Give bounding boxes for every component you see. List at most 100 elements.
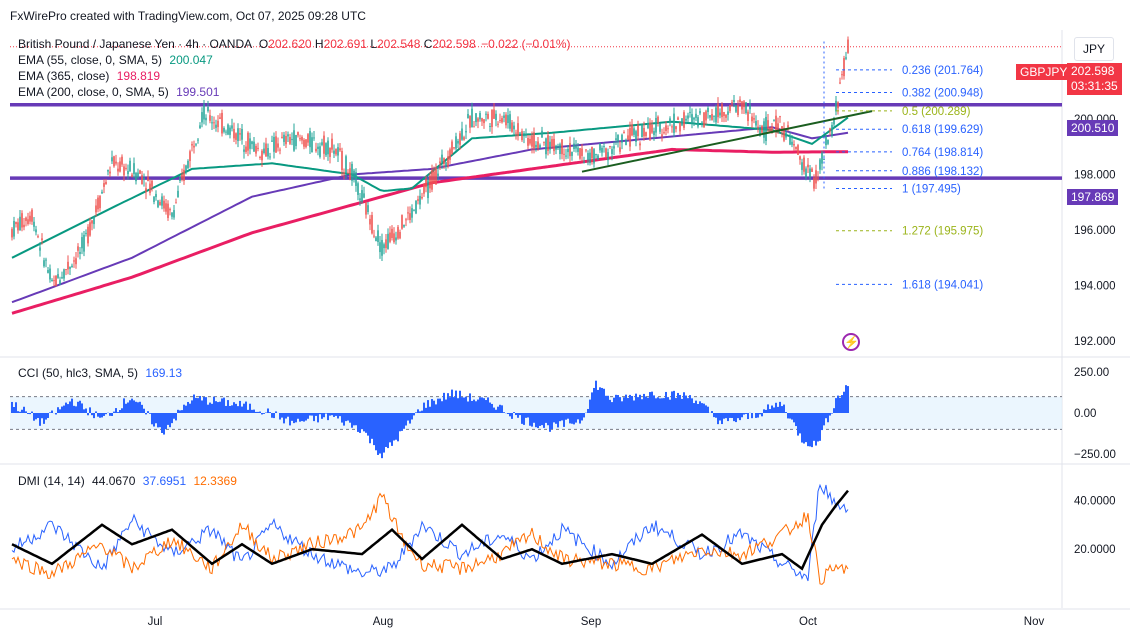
- candle-body: [57, 274, 59, 278]
- ema55-legend[interactable]: EMA (55, close, 0, SMA, 5) 200.047: [18, 53, 213, 67]
- candle: [369, 214, 371, 231]
- moving-average-lines: [11, 116, 849, 315]
- cci-bar: [487, 397, 489, 413]
- candle-body: [561, 139, 563, 155]
- ema365-legend[interactable]: EMA (365, close) 198.819: [18, 69, 160, 83]
- candle-body: [189, 151, 191, 162]
- candle: [691, 108, 693, 129]
- candle: [775, 109, 777, 138]
- candle-body: [215, 124, 217, 128]
- candle-body: [787, 125, 789, 128]
- candle: [131, 172, 133, 178]
- candle-body: [363, 193, 365, 198]
- candle: [729, 104, 731, 114]
- candle: [815, 164, 817, 190]
- candle: [209, 109, 211, 124]
- cci-bar: [719, 413, 721, 421]
- cci-bar: [727, 413, 729, 422]
- candle: [121, 154, 123, 167]
- dmi-adx-line: [11, 489, 849, 571]
- candle-body: [697, 117, 699, 127]
- candle: [65, 268, 67, 276]
- candle-body: [723, 112, 725, 117]
- candle-body: [665, 125, 667, 131]
- candle-body: [545, 138, 547, 155]
- cci-bar: [609, 399, 611, 413]
- cci-bar: [89, 407, 91, 413]
- candle-body: [127, 170, 129, 175]
- cci-bar: [721, 413, 723, 425]
- cci-bar: [187, 401, 189, 413]
- candle-body: [83, 234, 85, 252]
- cci-bar: [485, 400, 487, 413]
- cci-bar: [91, 413, 93, 416]
- candle: [533, 127, 535, 154]
- cci-bar: [841, 395, 843, 413]
- cci-bar: [689, 395, 691, 413]
- cci-bar: [233, 402, 235, 413]
- candle-body: [589, 152, 591, 164]
- candle: [189, 149, 191, 168]
- cci-bar: [695, 400, 697, 413]
- candle: [99, 194, 101, 212]
- cci-legend[interactable]: CCI (50, hlc3, SMA, 5) 169.13: [18, 366, 182, 380]
- candle: [455, 132, 457, 152]
- candle: [809, 164, 811, 183]
- candle-body: [85, 232, 87, 234]
- cci-bar: [667, 397, 669, 413]
- candle: [629, 121, 631, 152]
- candle-body: [743, 101, 745, 108]
- candle-body: [357, 183, 359, 195]
- trendline: [581, 110, 873, 173]
- cci-bar: [571, 413, 573, 424]
- candle-body: [209, 115, 211, 121]
- candle: [645, 131, 647, 139]
- candle: [277, 137, 279, 152]
- lightning-icon[interactable]: ⚡: [842, 333, 860, 351]
- candle: [395, 231, 397, 245]
- candle: [345, 154, 347, 180]
- candle-body: [139, 170, 141, 174]
- high-label: H: [314, 37, 324, 51]
- candle: [227, 123, 229, 136]
- candle: [513, 121, 515, 135]
- candle-body: [111, 157, 113, 162]
- ema200-legend[interactable]: EMA (200, close, 0, SMA, 5) 199.501: [18, 85, 219, 99]
- cci-bar: [675, 398, 677, 413]
- currency-label[interactable]: JPY: [1074, 37, 1115, 61]
- candle: [215, 119, 217, 132]
- candle-body: [369, 218, 371, 225]
- cci-bar: [707, 406, 709, 413]
- candle: [427, 177, 429, 204]
- cci-bar: [33, 413, 35, 421]
- cci-bar: [479, 397, 481, 413]
- candle: [565, 148, 567, 160]
- candle: [71, 263, 73, 268]
- cci-bar: [779, 401, 781, 413]
- cci-bar: [631, 396, 633, 413]
- candlestick-series: [11, 36, 849, 287]
- symbol-legend[interactable]: British Pound / Japanese Yen · 4h · OAND…: [18, 37, 571, 51]
- fib-label-5: 0.886 (198.132): [902, 166, 983, 178]
- cci-bar: [769, 409, 771, 413]
- candle: [583, 156, 585, 164]
- candle: [739, 96, 741, 106]
- candle-body: [381, 239, 383, 256]
- candle: [425, 175, 427, 193]
- candle: [157, 199, 159, 209]
- candle-body: [497, 123, 499, 125]
- candle: [491, 109, 493, 134]
- candle-body: [45, 259, 47, 261]
- candle-body: [551, 139, 553, 147]
- cci-bar: [813, 413, 815, 441]
- level-tag-lower: 197.869: [1067, 189, 1119, 205]
- cci-bar: [847, 386, 849, 413]
- candle-body: [199, 125, 201, 129]
- candle-body: [751, 116, 753, 122]
- dmi-legend[interactable]: DMI (14, 14) 44.0670 37.6951 12.3369: [18, 474, 237, 488]
- candle: [811, 167, 813, 172]
- candle: [95, 199, 97, 217]
- cci-bar: [529, 413, 531, 426]
- candle-body: [19, 216, 21, 231]
